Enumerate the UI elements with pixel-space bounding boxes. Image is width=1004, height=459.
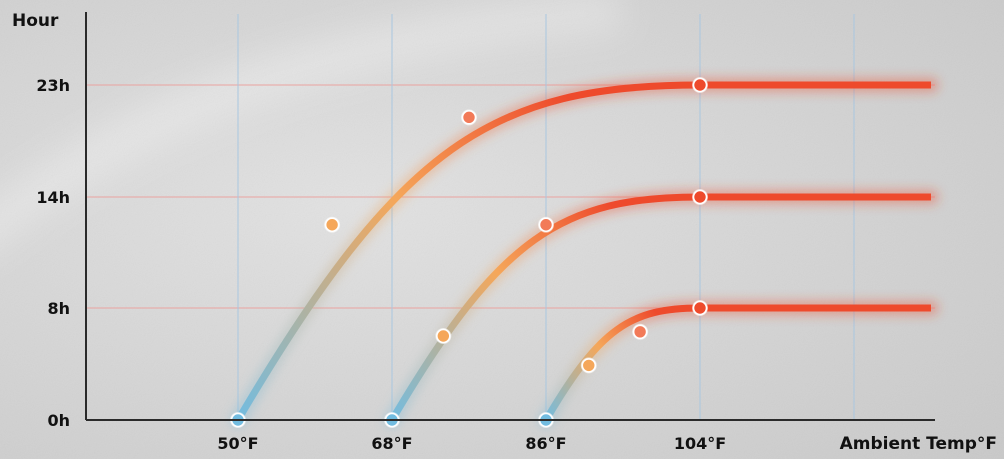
x-tick-label-68: 68°F bbox=[371, 434, 412, 453]
series-point-2-1 bbox=[581, 358, 597, 373]
series-point-1-1 bbox=[436, 328, 451, 344]
series-point-1-2 bbox=[538, 217, 554, 233]
y-tick-label-0: 0h bbox=[47, 411, 70, 430]
series-point-2-2 bbox=[632, 324, 648, 340]
series-line-0 bbox=[234, 81, 931, 422]
series-point-2-3 bbox=[692, 300, 708, 316]
x-axis-title: Ambient Temp°F bbox=[840, 434, 997, 454]
series-line-2 bbox=[542, 304, 931, 422]
y-tick-label-8: 8h bbox=[47, 299, 70, 318]
series-point-1-3 bbox=[692, 189, 708, 205]
series-point-0-1 bbox=[324, 217, 340, 233]
y-axis-title: Hour bbox=[12, 11, 59, 31]
x-tick-label-86: 86°F bbox=[525, 434, 566, 453]
series-line-1 bbox=[388, 193, 931, 422]
y-tick-label-23: 23h bbox=[36, 76, 70, 95]
x-tick-label-50: 50°F bbox=[217, 434, 258, 453]
x-tick-label-104: 104°F bbox=[674, 434, 726, 453]
series-point-0-2 bbox=[461, 110, 477, 125]
series-point-0-3 bbox=[692, 77, 708, 93]
y-tick-label-14: 14h bbox=[36, 188, 70, 207]
